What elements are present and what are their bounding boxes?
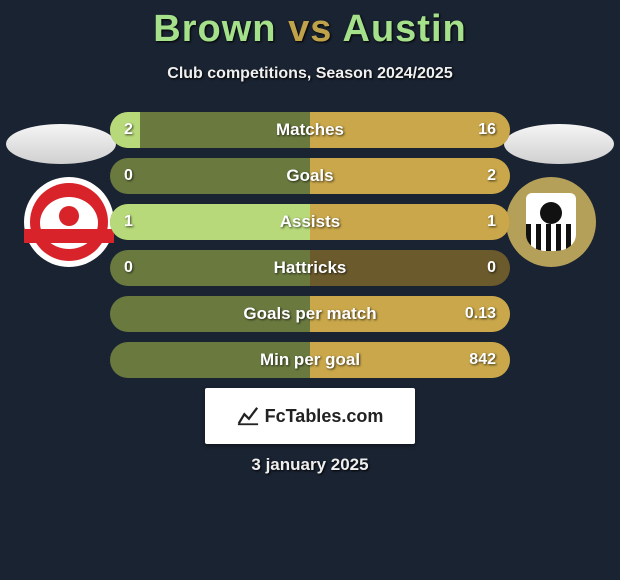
stat-row: Hattricks0 0	[110, 250, 510, 286]
stat-right-value: 0	[473, 250, 510, 286]
player2-club-logo	[506, 177, 596, 267]
stat-right-value: 0.13	[451, 296, 510, 332]
player1-photo	[6, 124, 116, 164]
player2-name: Austin	[343, 8, 467, 50]
stat-label: Assists	[110, 204, 510, 240]
brand-text: FcTables.com	[265, 406, 384, 427]
stat-label: Hattricks	[110, 250, 510, 286]
player1-name: Brown	[153, 8, 276, 50]
stat-left-value: 2	[110, 112, 147, 148]
stat-bars: Matches216Goals02Assists11Hattricks00Goa…	[110, 112, 510, 388]
stat-right-value: 2	[473, 158, 510, 194]
player1-club-logo	[24, 177, 114, 267]
stat-left-value: 1	[110, 204, 147, 240]
chart-icon	[237, 405, 259, 427]
stat-label: Min per goal	[110, 342, 510, 378]
comparison-title: Brown vs Austin	[0, 0, 620, 51]
stat-row: Min per goal842	[110, 342, 510, 378]
stat-label: Matches	[110, 112, 510, 148]
subtitle: Club competitions, Season 2024/2025	[0, 65, 620, 83]
stat-left-value: 0	[110, 250, 147, 286]
stat-row: Goals0 2	[110, 158, 510, 194]
brand-box: FcTables.com	[205, 388, 415, 444]
chart-area: Matches216Goals02Assists11Hattricks00Goa…	[0, 112, 620, 392]
player2-photo	[504, 124, 614, 164]
stat-right-value: 16	[464, 112, 510, 148]
stat-right-value: 1	[473, 204, 510, 240]
stat-left-value	[110, 342, 138, 378]
stat-left-value: 0	[110, 158, 147, 194]
date-text: 3 january 2025	[0, 455, 620, 475]
stat-row: Goals per match0.13	[110, 296, 510, 332]
stat-left-value	[110, 296, 138, 332]
stat-right-value: 842	[455, 342, 510, 378]
vs-label: vs	[288, 8, 332, 50]
stat-label: Goals	[110, 158, 510, 194]
stat-row: Matches2 16	[110, 112, 510, 148]
stat-row: Assists1 1	[110, 204, 510, 240]
